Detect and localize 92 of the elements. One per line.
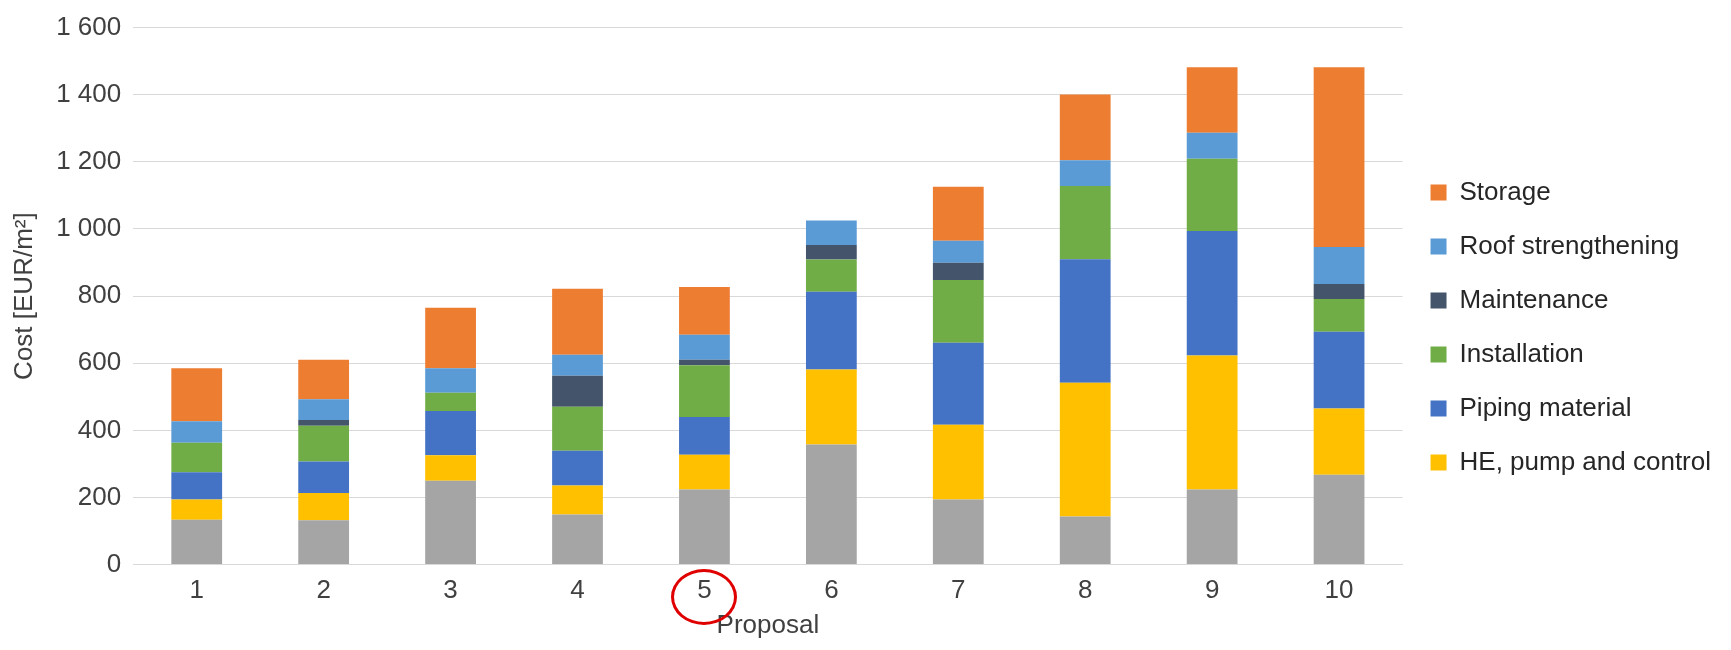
y-axis-title: Cost [EUR/m²] bbox=[7, 212, 38, 380]
y-tick-label: 1 000 bbox=[56, 212, 122, 243]
x-tick-label: 5 bbox=[697, 574, 712, 605]
y-tick-label: 800 bbox=[77, 279, 122, 310]
bar bbox=[805, 220, 857, 246]
bar bbox=[932, 279, 984, 343]
bar bbox=[552, 375, 603, 407]
bar bbox=[679, 365, 730, 417]
bar bbox=[1059, 186, 1111, 260]
bar bbox=[425, 368, 476, 393]
bar bbox=[425, 307, 476, 369]
bar bbox=[679, 416, 730, 455]
x-tick-label: 6 bbox=[824, 574, 839, 605]
bar bbox=[1313, 299, 1365, 332]
bar bbox=[1313, 284, 1365, 300]
bar bbox=[805, 259, 857, 292]
y-tick-label: 1 200 bbox=[56, 145, 122, 176]
bar bbox=[1186, 67, 1238, 133]
y-tick-label: 0 bbox=[106, 547, 122, 578]
bar bbox=[1059, 94, 1111, 161]
legend-label: Maintenance bbox=[1459, 283, 1609, 314]
bar bbox=[298, 461, 350, 494]
bar bbox=[932, 424, 984, 500]
bar bbox=[932, 186, 984, 241]
x-tick-label: 4 bbox=[570, 574, 585, 605]
x-tick-label: 10 bbox=[1324, 574, 1354, 605]
bar bbox=[1186, 355, 1238, 490]
y-tick-label: 1 400 bbox=[56, 77, 122, 108]
legend-label: Piping material bbox=[1459, 391, 1632, 422]
bar bbox=[932, 342, 984, 425]
x-tick-label: 2 bbox=[316, 574, 331, 605]
bar bbox=[1059, 382, 1111, 517]
legend-label: HE, pump and control bbox=[1459, 445, 1711, 476]
bar bbox=[425, 480, 476, 565]
bar bbox=[552, 485, 603, 515]
legend-label: Installation bbox=[1459, 337, 1584, 368]
bar bbox=[171, 421, 223, 443]
x-tick-label: 7 bbox=[951, 574, 966, 605]
bar bbox=[298, 493, 350, 521]
bar bbox=[679, 334, 730, 360]
bar bbox=[552, 354, 603, 376]
bar bbox=[932, 240, 984, 263]
bar bbox=[425, 455, 476, 481]
x-tick-label: 3 bbox=[443, 574, 458, 605]
bar bbox=[679, 489, 730, 565]
legend-label: Roof strengthening bbox=[1459, 229, 1680, 260]
bar bbox=[1313, 331, 1365, 409]
x-axis-title: Proposal bbox=[716, 608, 820, 639]
bar bbox=[805, 245, 857, 260]
y-tick-label: 1 600 bbox=[56, 10, 122, 41]
bar bbox=[1313, 247, 1365, 285]
bar bbox=[171, 519, 223, 565]
bar bbox=[932, 499, 984, 565]
bar bbox=[1186, 230, 1238, 356]
y-tick-label: 600 bbox=[77, 346, 122, 377]
bar bbox=[298, 425, 350, 462]
bar bbox=[932, 262, 984, 280]
x-tick-label: 9 bbox=[1204, 574, 1220, 605]
x-tick-label: 8 bbox=[1077, 574, 1093, 605]
bar bbox=[552, 514, 603, 565]
bar bbox=[1186, 132, 1238, 159]
bar bbox=[1059, 259, 1111, 383]
bar bbox=[679, 287, 730, 335]
bar bbox=[805, 444, 857, 565]
bar bbox=[805, 369, 857, 445]
bar bbox=[425, 392, 476, 411]
bar bbox=[171, 368, 223, 422]
bar bbox=[805, 291, 857, 370]
bar bbox=[679, 454, 730, 490]
y-tick-label: 200 bbox=[77, 480, 122, 511]
bar bbox=[425, 410, 476, 456]
bar bbox=[552, 406, 603, 451]
x-tick-label: 1 bbox=[189, 574, 204, 605]
bar bbox=[1313, 408, 1365, 475]
bar bbox=[1186, 158, 1238, 231]
bar bbox=[171, 442, 223, 473]
bar bbox=[171, 499, 223, 520]
bar bbox=[679, 359, 730, 366]
bar bbox=[552, 450, 603, 486]
bar bbox=[298, 399, 350, 420]
bar bbox=[1059, 516, 1111, 565]
bar bbox=[171, 472, 223, 500]
bar bbox=[1186, 489, 1238, 565]
bar bbox=[298, 520, 350, 565]
legend-label: Storage bbox=[1459, 175, 1551, 206]
bar bbox=[1313, 474, 1365, 565]
bar bbox=[1059, 160, 1111, 187]
bar bbox=[298, 419, 350, 426]
bar bbox=[552, 288, 603, 355]
y-tick-label: 400 bbox=[77, 413, 122, 444]
bar bbox=[298, 359, 350, 400]
bar bbox=[1313, 67, 1365, 248]
